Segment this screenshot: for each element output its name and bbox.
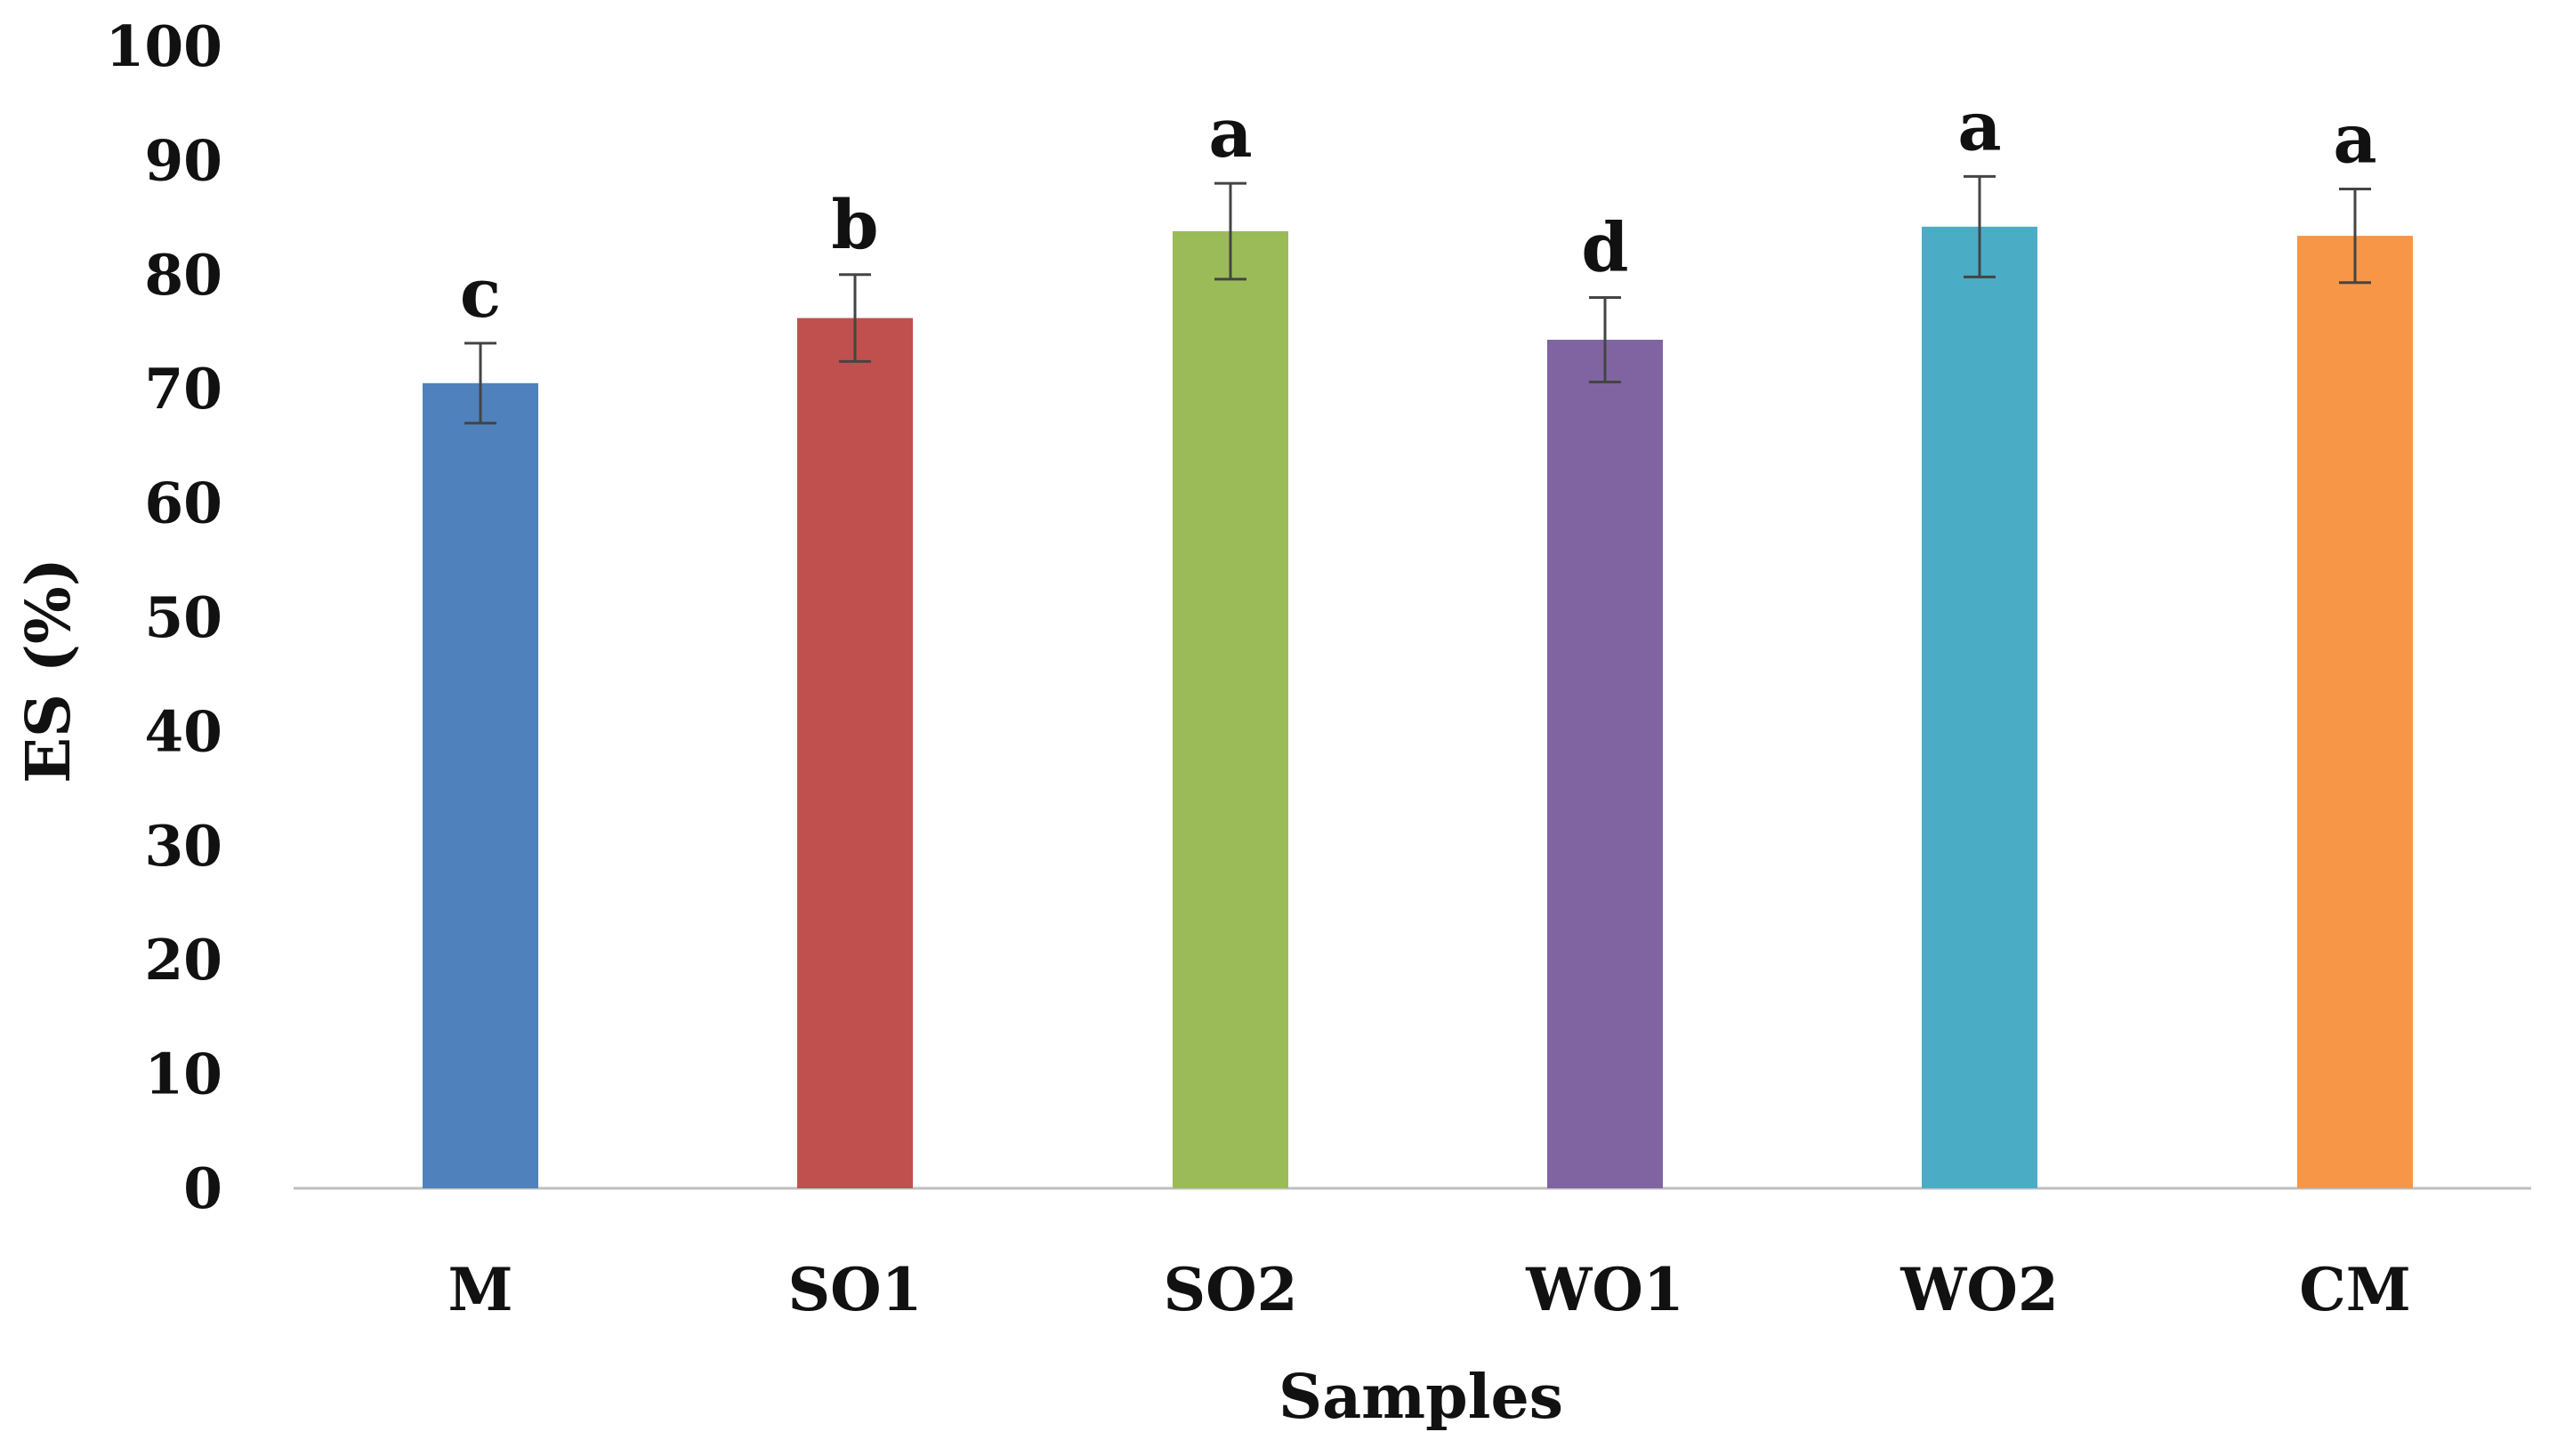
x-tick-label-wo1: WO1 <box>1525 1255 1684 1324</box>
category-labels-group: M SO1 SO2 WO1 WO2 CM <box>448 1255 2410 1324</box>
bars-group <box>423 226 2413 1189</box>
significance-letter-m: c <box>460 253 501 333</box>
significance-letter-wo2: a <box>1957 86 2001 165</box>
x-tick-label-so1: SO1 <box>787 1255 922 1324</box>
bar-so1 <box>797 318 913 1188</box>
x-axis-title: Samples <box>1278 1362 1563 1433</box>
error-bar-wo1 <box>1589 295 1621 383</box>
x-tick-label-wo2: WO2 <box>1900 1255 2059 1324</box>
y-tick-label: 70 <box>144 356 222 422</box>
y-tick-label: 30 <box>144 813 222 879</box>
y-tick-label: 90 <box>144 127 222 193</box>
y-tick-label: 50 <box>144 584 222 650</box>
error-bars-group <box>464 174 2371 425</box>
significance-letter-so2: a <box>1208 93 1252 173</box>
significance-letters-group: c b a d a a <box>460 86 2377 332</box>
y-tick-label: 60 <box>144 471 222 536</box>
bar-m <box>423 382 538 1188</box>
significance-letter-so1: b <box>831 185 878 264</box>
bar-wo2 <box>1922 226 2037 1189</box>
y-tick-label: 20 <box>144 927 222 993</box>
y-tick-label: 40 <box>144 698 222 764</box>
y-tick-label: 80 <box>144 242 222 308</box>
error-bar-so2 <box>1214 181 1246 281</box>
bar-cm <box>2297 236 2413 1188</box>
significance-letter-wo1: d <box>1581 207 1628 286</box>
y-axis-title: ES (%) <box>13 558 85 784</box>
y-axis-ticks: 0 10 20 30 40 50 60 70 80 90 100 <box>105 13 222 1221</box>
y-tick-label: 0 <box>183 1155 222 1221</box>
bar-wo1 <box>1547 339 1663 1188</box>
error-bar-wo2 <box>1964 174 1996 278</box>
error-bar-so1 <box>839 273 871 363</box>
x-tick-label-m: M <box>448 1255 512 1324</box>
x-tick-label-cm: CM <box>2299 1255 2411 1324</box>
significance-letter-cm: a <box>2333 100 2376 179</box>
y-tick-label: 10 <box>144 1042 222 1107</box>
y-tick-label: 100 <box>105 13 222 79</box>
x-tick-label-so2: SO2 <box>1163 1255 1297 1324</box>
error-bar-m <box>464 342 496 425</box>
bar-so2 <box>1173 231 1288 1188</box>
error-bar-cm <box>2339 188 2371 285</box>
